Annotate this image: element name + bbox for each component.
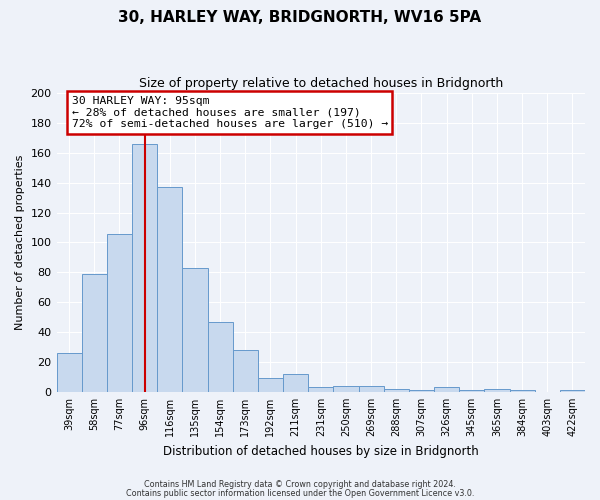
Bar bbox=[157, 187, 182, 392]
Bar bbox=[359, 386, 383, 392]
Y-axis label: Number of detached properties: Number of detached properties bbox=[15, 155, 25, 330]
Bar bbox=[334, 386, 359, 392]
Bar bbox=[132, 144, 157, 392]
Bar bbox=[484, 389, 509, 392]
Bar bbox=[56, 353, 82, 392]
Bar bbox=[233, 350, 258, 392]
Bar bbox=[82, 274, 107, 392]
Text: Contains public sector information licensed under the Open Government Licence v3: Contains public sector information licen… bbox=[126, 488, 474, 498]
Bar bbox=[409, 390, 434, 392]
Bar bbox=[182, 268, 208, 392]
Bar bbox=[459, 390, 484, 392]
Text: Contains HM Land Registry data © Crown copyright and database right 2024.: Contains HM Land Registry data © Crown c… bbox=[144, 480, 456, 489]
Bar bbox=[308, 388, 334, 392]
Bar bbox=[383, 389, 409, 392]
Bar bbox=[258, 378, 283, 392]
Title: Size of property relative to detached houses in Bridgnorth: Size of property relative to detached ho… bbox=[139, 78, 503, 90]
X-axis label: Distribution of detached houses by size in Bridgnorth: Distribution of detached houses by size … bbox=[163, 444, 479, 458]
Bar bbox=[208, 322, 233, 392]
Bar bbox=[509, 390, 535, 392]
Bar bbox=[107, 234, 132, 392]
Bar bbox=[560, 390, 585, 392]
Text: 30 HARLEY WAY: 95sqm
← 28% of detached houses are smaller (197)
72% of semi-deta: 30 HARLEY WAY: 95sqm ← 28% of detached h… bbox=[71, 96, 388, 129]
Text: 30, HARLEY WAY, BRIDGNORTH, WV16 5PA: 30, HARLEY WAY, BRIDGNORTH, WV16 5PA bbox=[118, 10, 482, 25]
Bar bbox=[434, 388, 459, 392]
Bar bbox=[283, 374, 308, 392]
